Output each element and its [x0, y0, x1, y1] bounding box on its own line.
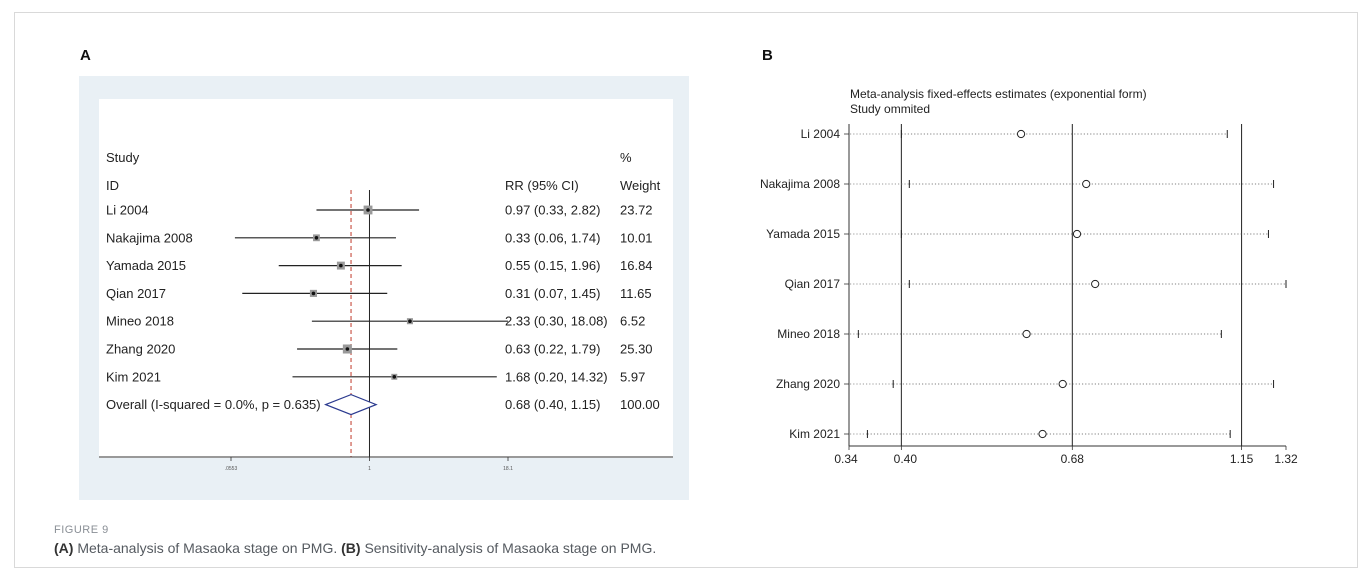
study-weight: 25.30	[620, 342, 653, 357]
study-weight: 11.65	[620, 286, 652, 301]
study-label: Mineo 2018	[106, 314, 174, 329]
figure-label: FIGURE 9	[54, 524, 109, 536]
caption-a-letter: (A)	[54, 540, 74, 556]
study-label: Kim 2021	[789, 427, 840, 441]
estimate-point	[1058, 379, 1067, 389]
estimate-point	[1072, 229, 1082, 239]
overall-ci-text: 0.68 (0.40, 1.15)	[505, 397, 600, 412]
x-tick-label: 0.34	[834, 452, 858, 466]
study-ci-text: 2.33 (0.30, 18.08)	[505, 314, 608, 329]
x-tick-label: 0.68	[1061, 452, 1085, 466]
x-tick-label: 1.15	[1230, 452, 1254, 466]
study-label: Yamada 2015	[766, 227, 840, 241]
study-point	[392, 375, 397, 379]
estimate-point	[1082, 179, 1091, 189]
caption-b-letter: (B)	[341, 540, 361, 556]
header-id: ID	[106, 178, 119, 193]
overall-label: Overall (I-squared = 0.0%, p = 0.635)	[106, 397, 321, 412]
study-point	[345, 347, 350, 351]
study-label: Qian 2017	[106, 286, 166, 301]
caption-a-text: Meta-analysis of Masaoka stage on PMG.	[73, 540, 342, 556]
header-weight: Weight	[620, 178, 661, 193]
study-point	[408, 319, 412, 324]
header-weight-symbol: %	[620, 150, 632, 165]
estimate-point	[1022, 329, 1031, 339]
study-label: Kim 2021	[106, 369, 161, 384]
study-label: Yamada 2015	[106, 258, 186, 273]
overall-weight: 100.00	[620, 397, 660, 412]
panel-label-a: A	[80, 47, 91, 64]
x-tick-label: 0.40	[894, 452, 918, 466]
header-rr: RR (95% CI)	[505, 178, 579, 193]
study-ci-text: 0.97 (0.33, 2.82)	[505, 203, 600, 218]
study-label: Nakajima 2008	[760, 177, 840, 191]
study-label: Qian 2017	[785, 277, 841, 291]
study-point	[366, 208, 370, 212]
study-point	[311, 291, 316, 296]
study-weight: 16.84	[620, 258, 653, 273]
estimate-point	[1091, 279, 1100, 289]
study-ci-text: 0.63 (0.22, 1.79)	[505, 342, 600, 357]
x-tick-label: 1	[368, 466, 371, 472]
study-label: Zhang 2020	[776, 377, 840, 391]
study-label: Nakajima 2008	[106, 230, 193, 245]
forest-plot-area	[99, 99, 673, 458]
study-label: Zhang 2020	[106, 342, 175, 357]
chart-title: Meta-analysis fixed-effects estimates (e…	[850, 87, 1147, 101]
study-label: Mineo 2018	[777, 327, 840, 341]
study-weight: 5.97	[620, 369, 645, 384]
study-weight: 23.72	[620, 203, 653, 218]
study-ci-text: 1.68 (0.20, 14.32)	[505, 369, 608, 384]
study-ci-text: 0.31 (0.07, 1.45)	[505, 286, 600, 301]
figure-caption: (A) Meta-analysis of Masaoka stage on PM…	[54, 540, 656, 556]
x-tick-label: 1.32	[1274, 452, 1298, 466]
study-point	[339, 263, 343, 268]
overall-diamond	[324, 393, 378, 416]
x-tick-label: .0553	[225, 466, 238, 472]
figure-frame	[14, 12, 1358, 568]
study-label: Li 2004	[106, 203, 149, 218]
study-point	[314, 236, 319, 240]
study-ci-text: 0.55 (0.15, 1.96)	[505, 258, 600, 273]
caption-b-text: Sensitivity-analysis of Masaoka stage on…	[360, 540, 657, 556]
estimate-point	[1038, 429, 1047, 439]
estimate-point	[1016, 129, 1026, 139]
study-weight: 6.52	[620, 314, 645, 329]
header-study: Study	[106, 150, 140, 165]
study-label: Li 2004	[801, 127, 841, 141]
chart-subtitle: Study ommited	[850, 102, 930, 116]
study-weight: 10.01	[620, 230, 653, 245]
panel-label-b: B	[762, 47, 773, 64]
study-ci-text: 0.33 (0.06, 1.74)	[505, 230, 600, 245]
x-tick-label: 18.1	[503, 466, 513, 472]
